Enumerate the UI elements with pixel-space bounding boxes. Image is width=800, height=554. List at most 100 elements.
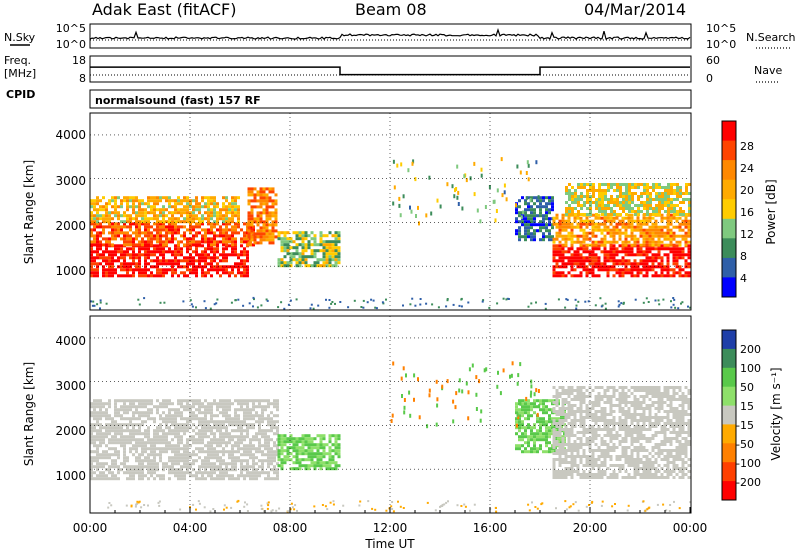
power-cell	[328, 299, 331, 301]
vel-cell	[249, 438, 252, 442]
power-cell	[467, 301, 470, 304]
vel-cell	[162, 462, 165, 466]
vel-cell	[603, 392, 607, 395]
vel-cell	[123, 465, 126, 469]
power-cell	[108, 214, 111, 218]
power-cell	[527, 205, 530, 209]
vel-cell	[168, 429, 171, 433]
power-cell	[144, 217, 147, 221]
power-cell	[505, 298, 508, 301]
power-cell	[524, 200, 527, 205]
power-cell	[165, 243, 168, 247]
vel-cell	[582, 410, 586, 413]
vel-cell	[552, 452, 556, 455]
power-cell	[162, 262, 165, 266]
power-cell	[138, 205, 141, 209]
vel-cell	[570, 389, 574, 392]
power-cell	[174, 217, 177, 221]
power-cell	[183, 220, 186, 224]
power-cell	[334, 240, 338, 244]
power-cell	[126, 234, 129, 238]
power-cell	[183, 225, 186, 229]
vel-cell	[588, 449, 592, 452]
vel-cell	[216, 429, 219, 433]
vel-cell	[225, 414, 228, 418]
power-cell	[601, 192, 604, 195]
vel-cell	[117, 426, 120, 430]
vel-cell	[144, 432, 147, 436]
vel-cell	[180, 471, 183, 475]
vel-cell	[186, 417, 189, 421]
power-cell	[582, 250, 586, 254]
vel-cell	[609, 431, 613, 434]
power-cell	[147, 274, 150, 278]
power-cell	[607, 186, 610, 189]
vel-cell	[337, 443, 341, 447]
power-cell	[640, 210, 643, 213]
power-cell	[684, 243, 688, 247]
vel-cell	[201, 420, 204, 424]
power-cell	[580, 186, 583, 189]
vel-cell	[283, 437, 287, 441]
power-cell	[627, 225, 631, 229]
vel-cell	[129, 471, 132, 475]
power-cell	[539, 211, 542, 215]
vel-cell	[255, 432, 258, 436]
power-cell	[684, 262, 688, 266]
vel-cell	[231, 450, 234, 454]
vel-cell	[555, 395, 559, 398]
power-cell	[639, 247, 643, 251]
vel-cell	[225, 441, 228, 445]
vel-cell	[144, 429, 147, 433]
vel-cell	[518, 435, 521, 439]
vel-cell	[612, 449, 616, 452]
power-cell	[162, 243, 165, 247]
power-cell	[583, 204, 586, 207]
power-cell	[566, 298, 569, 301]
power-cell	[90, 268, 93, 272]
power-cell	[144, 228, 147, 232]
power-cell	[654, 225, 658, 229]
power-cell	[670, 210, 673, 213]
power-cell	[216, 243, 219, 247]
vel-cell	[289, 440, 293, 444]
vel-cell	[177, 435, 180, 439]
vel-cell	[612, 425, 616, 428]
vel-cell	[337, 437, 341, 441]
vel-cell	[219, 465, 222, 469]
power-cell	[660, 262, 664, 266]
power-cell	[114, 247, 117, 251]
vel-cell	[606, 419, 610, 422]
vel-cell	[609, 440, 613, 443]
vel-cell	[210, 414, 213, 418]
power-cell	[646, 207, 649, 210]
power-cell	[274, 229, 278, 233]
power-cell	[685, 189, 688, 192]
power-cell	[615, 259, 619, 263]
power-cell	[99, 199, 102, 203]
vel-cell	[545, 435, 548, 439]
power-cell	[334, 249, 338, 253]
power-cell	[589, 195, 592, 198]
power-cell	[582, 222, 586, 226]
power-cell	[268, 211, 272, 215]
power-cell	[688, 183, 691, 186]
power-cell	[492, 199, 495, 204]
vel-cell	[228, 456, 231, 460]
vel-cell	[165, 441, 168, 445]
vel-cell	[237, 420, 240, 424]
power-cell	[628, 192, 631, 195]
power-cell	[213, 237, 216, 241]
vel-cell	[183, 450, 186, 454]
power-cell	[248, 302, 251, 305]
vel-cell	[310, 449, 314, 453]
power-cell	[669, 216, 673, 220]
power-cell	[670, 306, 673, 309]
vel-cell	[93, 471, 96, 475]
vel-cell	[225, 429, 228, 433]
power-cell	[210, 228, 213, 232]
power-cell	[630, 250, 634, 254]
power-cell	[545, 208, 548, 212]
vel-cell	[298, 449, 302, 453]
vel-cell	[524, 426, 527, 430]
